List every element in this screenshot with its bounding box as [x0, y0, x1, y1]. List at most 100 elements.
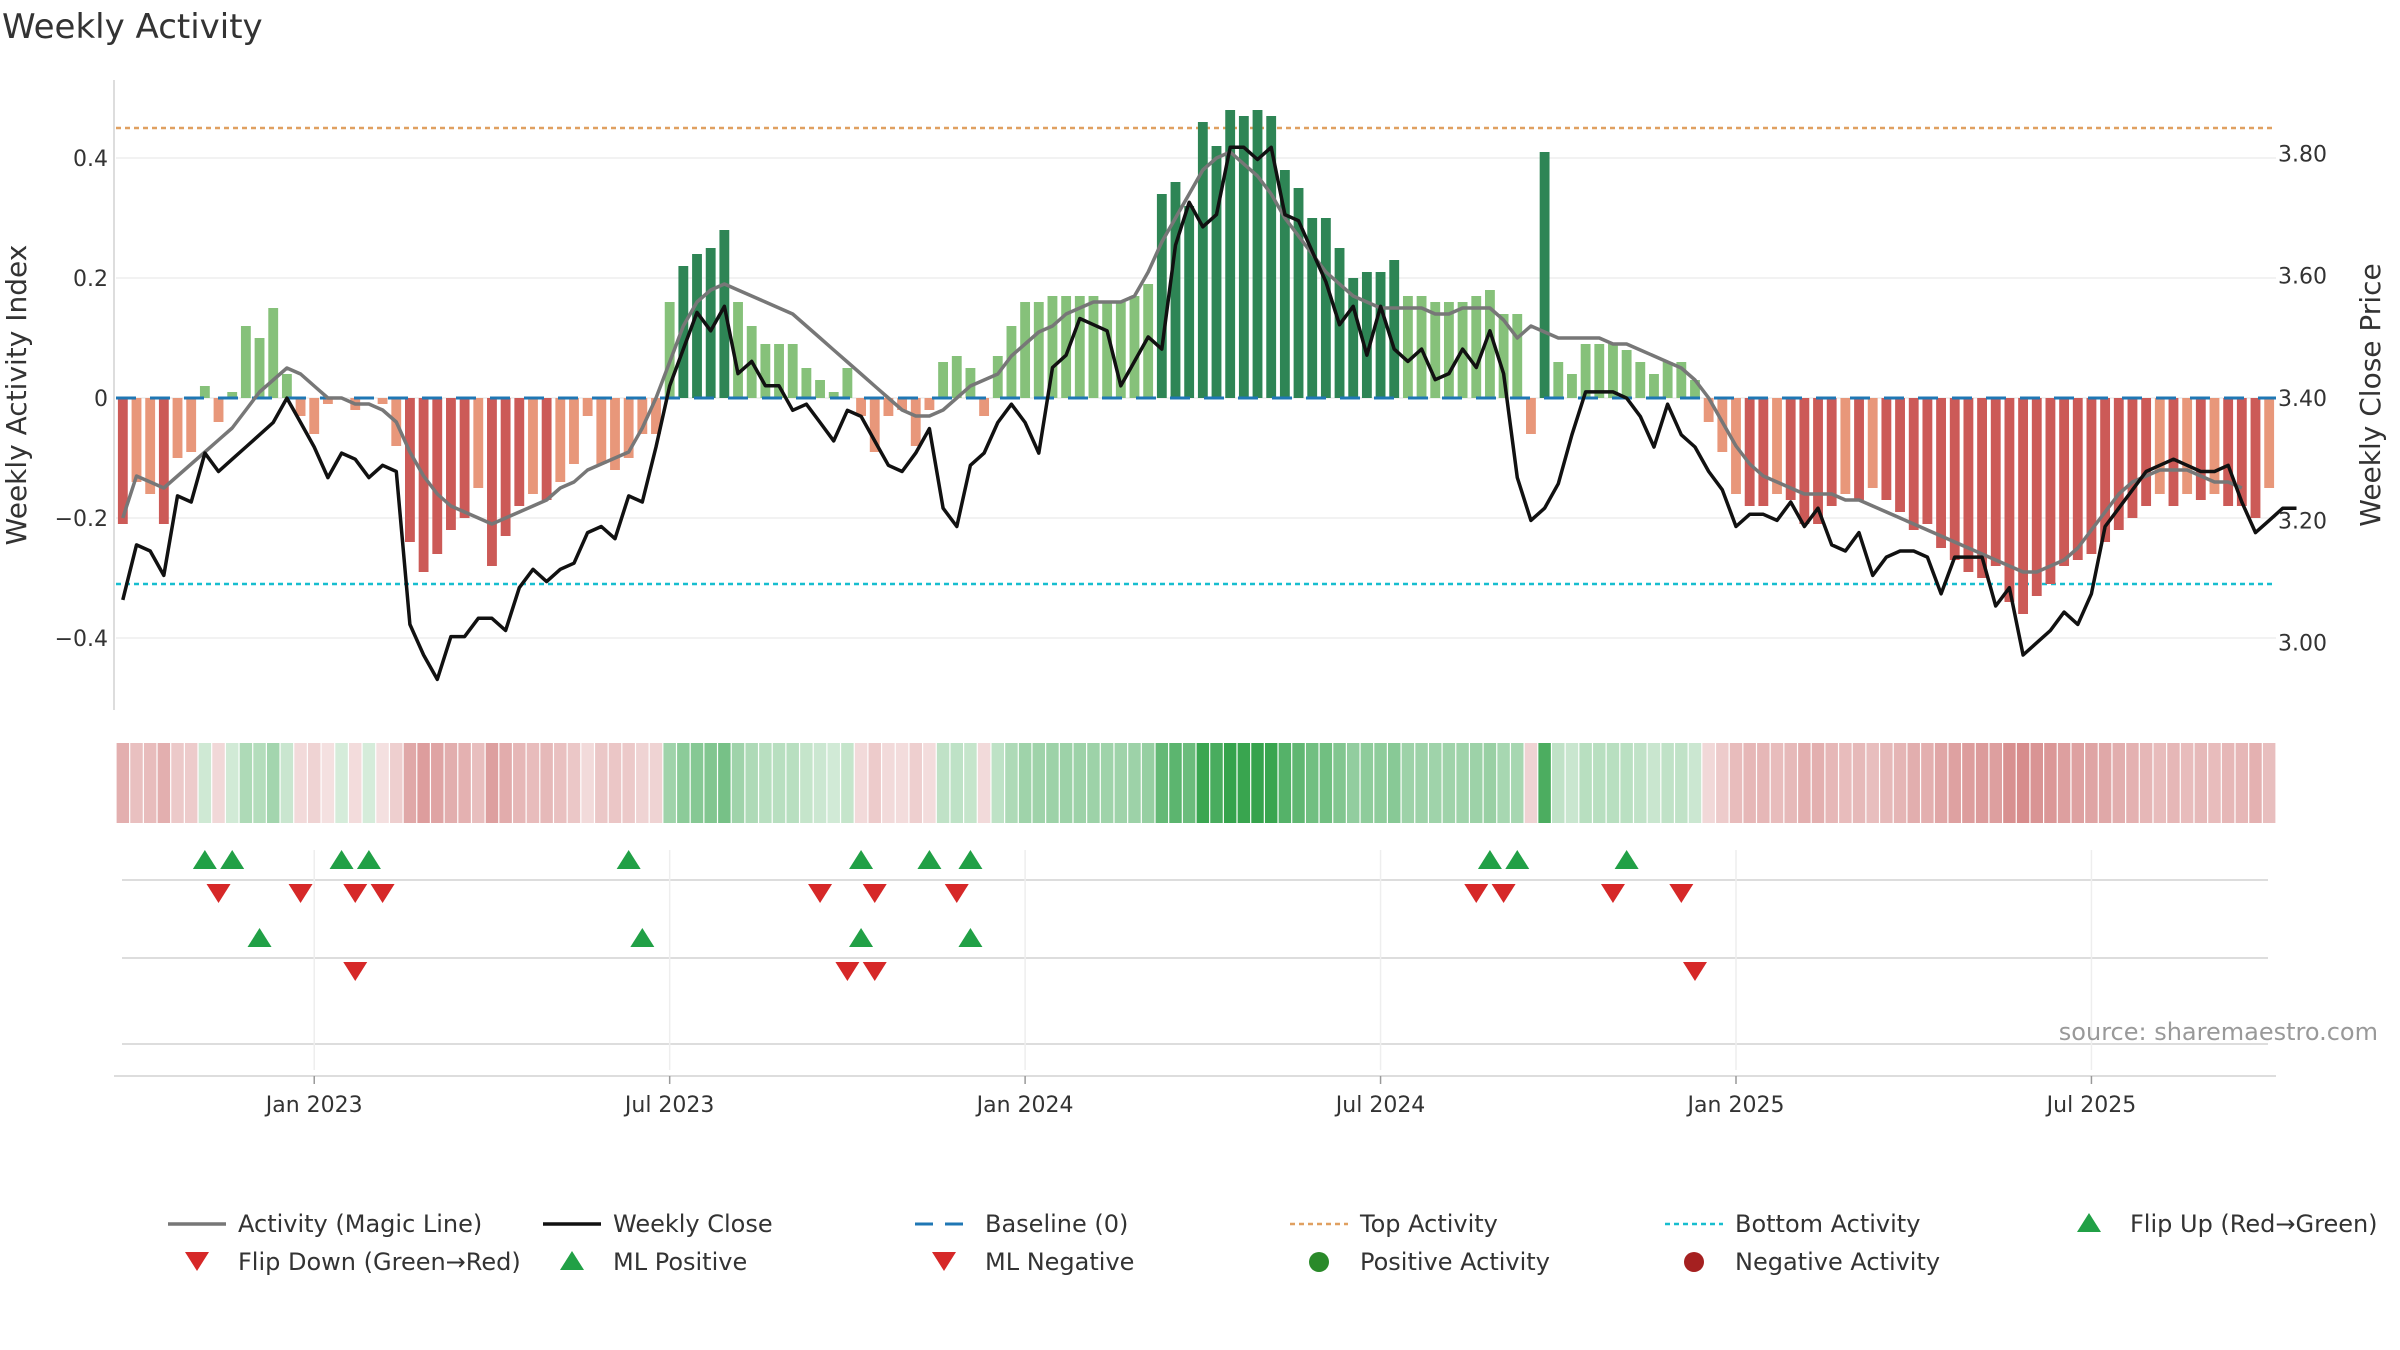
legend-label: Bottom Activity [1735, 1210, 1920, 1238]
activity-bar [651, 398, 661, 434]
activity-bar [1840, 398, 1851, 494]
activity-bar [1485, 290, 1495, 398]
activity-bar [227, 392, 238, 398]
activity-bar [1498, 314, 1509, 398]
activity-bar [1990, 398, 2001, 566]
legend-swatch [560, 1251, 584, 1270]
heat-cell [1442, 743, 1456, 823]
flip-up-marker [849, 850, 874, 869]
heat-cell [526, 743, 540, 823]
heat-cell [2235, 743, 2249, 823]
heat-cell [1975, 743, 1989, 823]
heat-cell [1852, 743, 1866, 823]
heat-cell [2112, 743, 2126, 823]
activity-bar [2018, 398, 2029, 614]
activity-bar [514, 398, 525, 506]
activity-bar [145, 398, 156, 494]
heat-cell [2139, 743, 2153, 823]
legend-swatch [932, 1252, 956, 1271]
heat-cell [1757, 743, 1770, 823]
activity-bar [213, 398, 224, 422]
heat-cell [1798, 743, 1811, 823]
activity-bar [1881, 398, 1892, 500]
activity-bar [1225, 110, 1236, 398]
activity-bar [254, 338, 265, 398]
heat-cell [1292, 743, 1305, 823]
heat-cell [1196, 743, 1210, 823]
activity-bar [1006, 326, 1017, 398]
heat-cell [2044, 743, 2057, 823]
heat-cell [977, 743, 991, 823]
activity-bar [377, 398, 388, 404]
heat-cell [1675, 743, 1688, 823]
heat-cell [280, 743, 294, 823]
heat-cell [964, 743, 977, 823]
flip-up-marker [917, 850, 942, 869]
y-right-tick-label: 3.40 [2278, 387, 2327, 412]
activity-bar [1033, 302, 1044, 398]
activity-bar [856, 398, 866, 416]
activity-bar [2264, 398, 2275, 488]
activity-bar [2195, 398, 2206, 500]
heat-cell [1059, 743, 1073, 823]
heat-cell [718, 743, 731, 823]
heat-cell [1305, 743, 1319, 823]
activity-bar [1320, 218, 1331, 398]
heat-cell [1934, 743, 1948, 823]
heat-cell [212, 743, 225, 823]
heat-cell [1743, 743, 1756, 823]
activity-bar [2236, 398, 2247, 506]
legend-label: Top Activity [1359, 1210, 1498, 1238]
heat-cell [1360, 743, 1374, 823]
heat-cell [567, 743, 581, 823]
activity-bar [2004, 398, 2015, 602]
magic-line [121, 150, 2243, 574]
flip-down-marker [862, 884, 887, 903]
heat-cell [731, 743, 745, 823]
activity-bar [774, 344, 784, 398]
heat-cell [636, 743, 649, 823]
activity-bar [1211, 146, 1222, 398]
heat-cell [485, 743, 499, 823]
activity-bar [2141, 398, 2152, 506]
y-axis-right-label: Weekly Close Price [2354, 263, 2387, 526]
activity-bar [500, 398, 511, 536]
heat-cell [2194, 743, 2208, 823]
heat-cell [2016, 743, 2030, 823]
heat-cell [1319, 743, 1333, 823]
heat-cell [1729, 743, 1743, 823]
heat-cell [1893, 743, 1907, 823]
heat-cell [772, 743, 786, 823]
heat-cell [1825, 743, 1838, 823]
flip-up-marker [616, 850, 641, 869]
legend-label: Weekly Close [613, 1210, 773, 1238]
activity-bar [1279, 170, 1290, 398]
activity-bar [569, 398, 579, 464]
heat-cell [1661, 743, 1674, 823]
activity-bar [322, 398, 333, 404]
y-left-tick-label: 0 [94, 387, 108, 412]
heat-cell [2098, 743, 2112, 823]
activity-bar [446, 398, 456, 530]
heat-cell [239, 743, 253, 823]
heat-cell [1032, 743, 1046, 823]
flip-up-marker [356, 850, 381, 869]
heat-cell [1579, 743, 1592, 823]
activity-bar [1020, 302, 1031, 398]
heat-cell [2153, 743, 2167, 823]
heat-cell [1552, 743, 1565, 823]
activity-bar [432, 398, 443, 554]
heat-cell [1784, 743, 1797, 823]
activity-bar [938, 362, 949, 398]
x-tick-label: Jan 2025 [1686, 1093, 1785, 1118]
activity-heat-strip [116, 743, 2276, 823]
heat-cell [1702, 743, 1715, 823]
heat-cell [2030, 743, 2043, 823]
flip-up-marker [958, 850, 983, 869]
activity-bar [1539, 152, 1550, 398]
x-tick-label: Jul 2025 [2045, 1093, 2137, 1118]
heat-cell [362, 743, 376, 823]
heat-cell [1620, 743, 1633, 823]
signal-marker-panel [114, 850, 2276, 1077]
activity-bar [1293, 188, 1304, 398]
